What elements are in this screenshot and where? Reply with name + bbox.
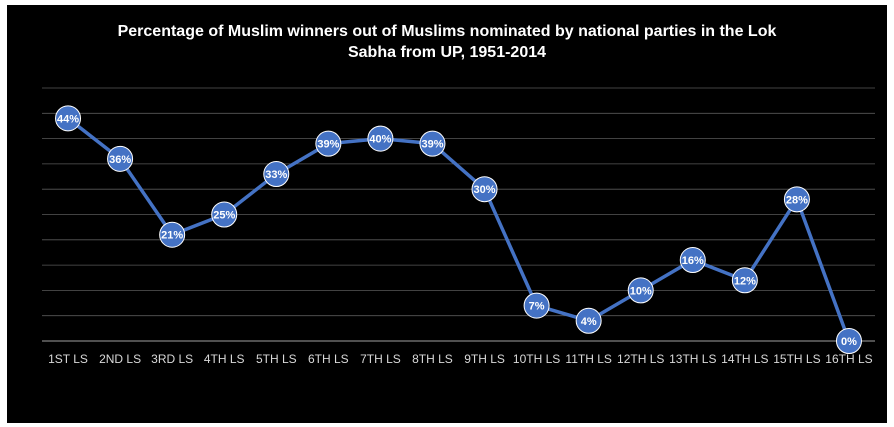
x-tick-label: 6TH LS xyxy=(308,352,349,366)
x-tick-label: 12TH LS xyxy=(617,352,664,366)
x-tick-label: 4TH LS xyxy=(204,352,245,366)
data-label: 0% xyxy=(841,336,857,348)
data-label: 25% xyxy=(213,210,235,222)
x-tick-label: 14TH LS xyxy=(721,352,768,366)
data-label: 4% xyxy=(581,316,597,328)
x-axis-ticks: 1ST LS 2ND LS 3RD LS 4TH LS 5TH LS 6TH LS 7TH … xyxy=(48,352,873,366)
data-point xyxy=(679,247,706,274)
data-point xyxy=(471,176,498,203)
data-point xyxy=(315,130,342,157)
data-label: 33% xyxy=(265,169,287,181)
data-point xyxy=(211,201,238,228)
x-tick-label: 11TH LS xyxy=(565,352,611,366)
data-point xyxy=(575,307,602,334)
series-layer: 44% 36% 21% 25% 33% 39% 40% 39% 30% 7% 4% 10% 16% 12%… xyxy=(55,105,862,354)
chart-title: Percentage of Muslim winners out of Musl… xyxy=(7,21,887,63)
data-label: 36% xyxy=(109,154,131,166)
x-tick-label: 2ND LS xyxy=(99,352,141,366)
x-tick-label: 8TH LS xyxy=(412,352,453,366)
data-label: 44% xyxy=(57,113,79,125)
data-label: 7% xyxy=(529,301,545,313)
data-point xyxy=(835,328,862,354)
data-point xyxy=(263,161,290,188)
data-point xyxy=(783,186,810,213)
x-tick-label: 3RD LS xyxy=(151,352,193,366)
data-point xyxy=(159,221,186,248)
data-point xyxy=(419,130,446,157)
gridlines xyxy=(42,87,875,342)
x-tick-label: 9TH LS xyxy=(464,352,505,366)
data-label: 30% xyxy=(474,184,496,196)
data-label: 40% xyxy=(369,134,391,146)
data-label: 12% xyxy=(734,275,756,287)
data-label: 28% xyxy=(786,194,808,206)
x-tick-label: 13TH LS xyxy=(669,352,716,366)
data-point xyxy=(731,267,758,294)
chart-title-line-1: Percentage of Muslim winners out of Musl… xyxy=(117,23,777,40)
data-point xyxy=(367,125,394,152)
data-point xyxy=(627,277,654,304)
data-point xyxy=(107,145,134,172)
data-label: 21% xyxy=(161,230,183,242)
data-label: 39% xyxy=(421,139,443,151)
data-point xyxy=(55,105,82,132)
chart-frame: Percentage of Muslim winners out of Musl… xyxy=(7,5,887,423)
data-label: 39% xyxy=(317,139,339,151)
series-line xyxy=(66,116,851,342)
x-tick-label: 7TH LS xyxy=(360,352,401,366)
chart-title-line-2: Sabha from UP, 1951-2014 xyxy=(347,44,547,61)
x-tick-label: 1ST LS xyxy=(48,352,88,366)
x-tick-label: 10TH LS xyxy=(513,352,560,366)
data-label: 16% xyxy=(682,255,704,267)
x-tick-label: 5TH LS xyxy=(256,352,297,366)
x-tick-label: 16TH LS xyxy=(825,352,872,366)
plot-area: 1ST LS 2ND LS 3RD LS 4TH LS 5TH LS 6TH LS 7TH … xyxy=(42,87,875,366)
data-label: 10% xyxy=(630,285,652,297)
x-tick-label: 15TH LS xyxy=(773,352,820,366)
data-point xyxy=(523,292,550,319)
